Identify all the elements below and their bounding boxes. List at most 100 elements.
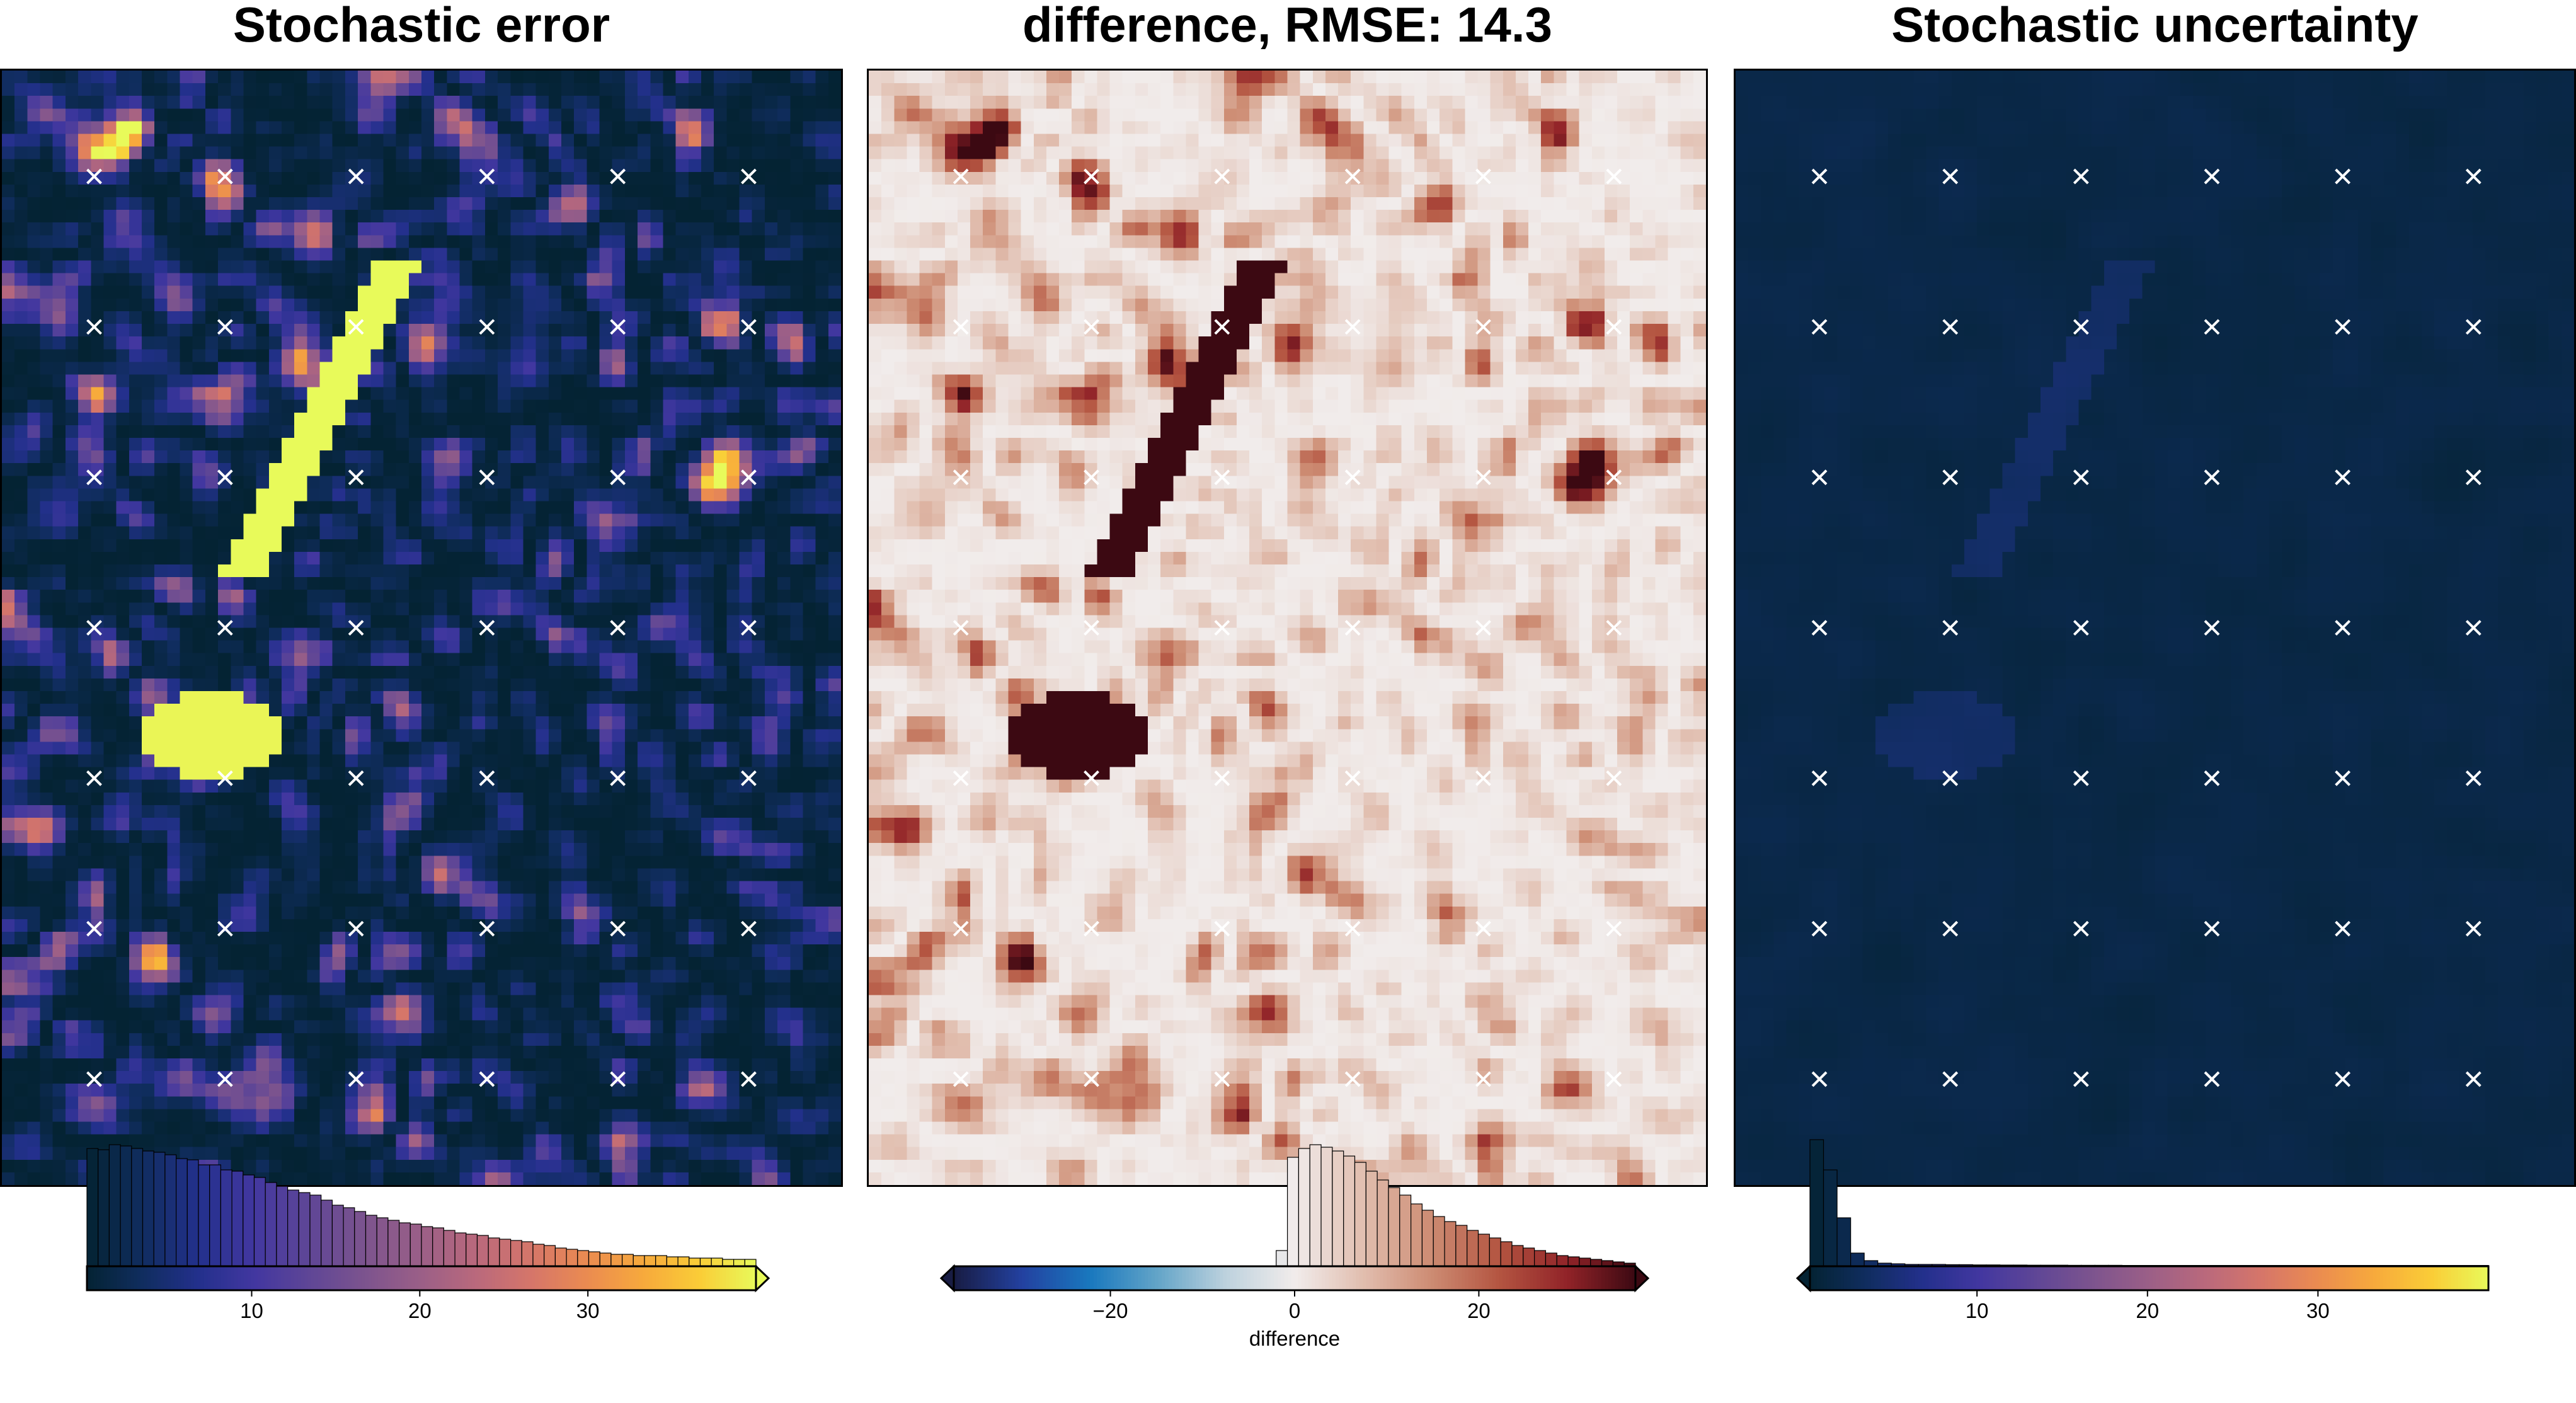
marker-x-icon [348,168,364,185]
colorbar-segment [2413,1266,2418,1290]
colorbar-segment [234,1266,238,1290]
colorbar-segment [1826,1266,1831,1290]
histogram-bar [198,1164,210,1266]
colorbar-segment [1127,1266,1132,1290]
colorbar-segment [2223,1266,2228,1290]
histogram-bar [1286,1157,1299,1266]
colorbar-segment [1550,1266,1554,1290]
colorbar-segment [571,1266,576,1290]
colorbar-segment [2152,1266,2157,1290]
histogram-bar [610,1254,623,1266]
colorbar-segment [314,1266,319,1290]
histogram-bar [2094,1264,2109,1266]
colorbar-segment [304,1266,309,1290]
histogram-bar [1945,1264,1960,1266]
colorbar-tick-label: 20 [1467,1299,1491,1322]
colorbar-segment [2068,1266,2072,1290]
colorbar-segment [1857,1266,1862,1290]
colorbar-segment [140,1266,145,1290]
colorbar-segment [1843,1266,1848,1290]
colorbar-segment [1134,1266,1138,1290]
colorbar-segment [451,1266,455,1290]
colorbar-segment [117,1266,121,1290]
colorbar-segment [244,1266,248,1290]
marker-x-icon [1942,168,1959,185]
histogram-bar [1972,1264,1987,1266]
colorbar-segment [418,1266,422,1290]
histogram-bar [1809,1139,1824,1266]
colorbar-segment [170,1266,175,1290]
colorbar-frame [86,1265,757,1291]
colorbar-segment [247,1266,251,1290]
colorbar-segment [2139,1266,2143,1290]
colorbar-segment [2159,1266,2163,1290]
histogram-bar [1567,1256,1580,1266]
colorbar-segment [739,1266,743,1290]
histogram-bar [331,1205,344,1266]
colorbar-segment [254,1266,258,1290]
colorbar-segment [144,1266,148,1290]
colorbar-segment [2006,1266,2011,1290]
grid-image [1736,71,2574,1185]
colorbar-segment [652,1266,656,1290]
colorbar-segment [1972,1266,1977,1290]
colorbar-segment [1390,1266,1394,1290]
histogram-bar [666,1256,678,1266]
colorbar-segment [1250,1266,1254,1290]
colorbar-segment [1271,1266,1275,1290]
colorbar-segment [522,1266,526,1290]
colorbar-segment [2156,1266,2160,1290]
marker-x-icon [1344,770,1361,786]
marker-x-icon [1606,168,1622,185]
colorbar-segment [548,1266,552,1290]
histogram-bar [2013,1264,2028,1266]
colorbar-segment [1281,1266,1285,1290]
colorbar-segment [1816,1266,1821,1290]
colorbar-segment [1468,1266,1473,1290]
colorbar-segment [468,1266,472,1290]
colorbar-segment [2305,1266,2310,1290]
marker-x-icon [479,469,495,486]
colorbar-segment [2417,1266,2422,1290]
colorbar-segment [2227,1266,2231,1290]
colorbar-segment [458,1266,462,1290]
colorbar-segment [1942,1266,1947,1290]
histogram-bar [1421,1210,1434,1266]
marker-x-icon [953,319,969,335]
colorbar-segment [1543,1266,1548,1290]
colorbar-segment [1352,1266,1357,1290]
colorbar-segment [2203,1266,2207,1290]
marker-x-icon [479,770,495,786]
colorbar-segment [1080,1266,1084,1290]
marker-x-icon [1344,168,1361,185]
histogram-bar [1467,1230,1479,1266]
marker-x-icon [217,770,233,786]
colorbar-segment [752,1266,757,1290]
colorbar-segment [2017,1266,2021,1290]
colorbar-segment [2095,1266,2099,1290]
marker-x-icon [1811,469,1828,486]
marker-x-icon [2204,920,2220,937]
colorbar-segment [461,1266,466,1290]
colorbar-segment [1475,1266,1479,1290]
colorbar-segment [1346,1266,1350,1290]
colorbar-segment [1928,1266,1933,1290]
colorbar-segment [1008,1266,1012,1290]
colorbar-segment [1513,1266,1517,1290]
colorbar-segment [2482,1266,2486,1290]
histogram-bar [231,1171,244,1266]
colorbar-segment [1915,1266,1920,1290]
colorbar-segment [2342,1266,2347,1290]
colorbar-segment [1472,1266,1476,1290]
colorbar-histogram: 10 20 30 [86,1144,770,1322]
colorbar-segment [1949,1266,1953,1290]
colorbar-segment [954,1266,958,1290]
colorbar-segment [1611,1266,1616,1290]
colorbar-segment [1867,1266,1872,1290]
colorbar-segment [431,1266,436,1290]
marker-x-icon [2465,1071,2482,1087]
colorbar-segment [2362,1266,2367,1290]
marker-x-icon [1084,920,1099,937]
colorbar-segment [1874,1266,1879,1290]
colorbar-segment [1264,1266,1268,1290]
